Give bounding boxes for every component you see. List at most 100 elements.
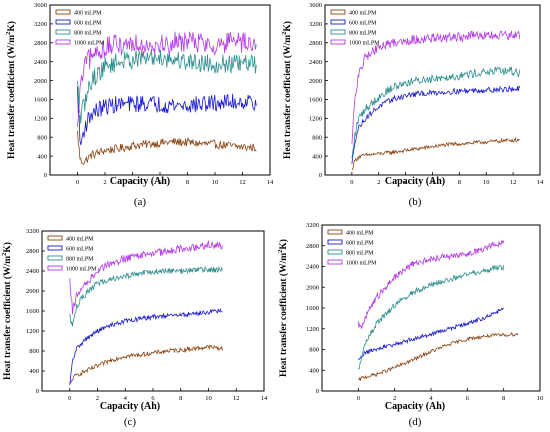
x-tick-label: 6	[466, 395, 470, 402]
y-tick-label: 400	[312, 153, 322, 160]
series-line-2	[357, 307, 504, 360]
legend-swatch	[327, 229, 343, 235]
series-line-3	[69, 265, 223, 327]
legend-label: 400 mLPM	[74, 11, 102, 17]
x-tick-label: 6	[158, 179, 162, 186]
legend-swatch	[330, 29, 346, 35]
legend-swatch	[47, 265, 63, 271]
y-tick-label: 2800	[26, 248, 39, 255]
series-line-2	[77, 86, 257, 146]
y-tick-label: 1200	[26, 328, 39, 335]
y-axis-label-superscript: 2	[281, 32, 288, 35]
series-line-1	[358, 331, 519, 381]
y-tick-label: 3200	[34, 21, 47, 28]
y-tick-label: 2800	[306, 243, 319, 250]
y-tick-label: 1600	[26, 308, 39, 315]
series-line-3	[77, 48, 257, 124]
x-tick-label: 12	[233, 395, 240, 402]
x-tick-label: 10	[537, 395, 544, 402]
panel-label: (c)	[124, 416, 137, 428]
y-axis-label-text: Heat transfer coefficient (W/m	[282, 35, 293, 159]
x-axis-label: Capacity (Ah)	[110, 176, 170, 187]
y-axis-label-unit: K)	[282, 21, 293, 32]
x-tick-label: 0	[357, 395, 360, 402]
y-tick-label: 800	[309, 347, 319, 354]
y-tick-label: 2800	[34, 40, 47, 47]
legend-label: 1000 mLPM	[74, 41, 105, 47]
y-axis-label-text: Heat transfer coefficient (W/m	[278, 253, 289, 377]
legend-label: 1000 mLPM	[66, 267, 97, 273]
legend-swatch	[327, 249, 343, 255]
series-line-2	[69, 307, 223, 385]
y-tick-label: 800	[37, 134, 47, 141]
y-tick-label: 1200	[34, 116, 47, 123]
legend-label: 1000 mLPM	[349, 41, 380, 47]
y-axis-label: Heat transfer coefficient (W/m2K)	[277, 239, 289, 377]
series-line-1	[77, 130, 257, 165]
panel-label: (a)	[134, 196, 147, 208]
x-tick-label: 0	[350, 179, 353, 186]
legend-label: 800 mLPM	[74, 31, 102, 37]
y-axis-label-unit: K)	[278, 239, 289, 250]
y-tick-label: 1200	[309, 116, 322, 123]
x-tick-label: 8	[186, 179, 189, 186]
series-line-2	[351, 84, 521, 165]
y-tick-label: 3200	[309, 21, 322, 28]
chart-panel-2: 0 2 4 6 8 10 12 14 0 400 800 1200 1600 2000 2400 2800 32…	[281, 2, 544, 187]
x-tick-label: 4	[131, 179, 135, 186]
y-tick-label: 1600	[34, 97, 47, 104]
x-tick-label: 12	[239, 179, 246, 186]
legend-swatch	[55, 39, 71, 45]
y-tick-label: 3200	[306, 222, 319, 229]
y-axis-label-superscript: 2	[1, 253, 8, 256]
series-group	[357, 239, 519, 381]
y-tick-label: 2800	[309, 40, 322, 47]
x-tick-label: 2	[377, 179, 380, 186]
y-axis-label-text: Heat transfer coefficient (W/m	[2, 256, 13, 380]
legend-swatch	[47, 245, 63, 251]
series-line-3	[357, 264, 505, 370]
legend-label: 800 mLPM	[346, 251, 374, 257]
legend-swatch	[330, 19, 346, 25]
y-tick-label: 1600	[309, 97, 322, 104]
legend-label: 800 mLPM	[66, 257, 94, 263]
legend-label: 600 mLPM	[349, 21, 377, 27]
y-tick-label: 2000	[34, 78, 47, 85]
y-axis-label-superscript: 2	[5, 32, 12, 35]
legend-label: 1000 mLPM	[346, 261, 377, 267]
y-tick-label: 2000	[306, 284, 319, 291]
series-line-3	[351, 66, 521, 159]
legend: 400 mLPM 600 mLPM 800 mLPM 1000 mLPM	[47, 235, 97, 273]
chart-panel-4: 0 2 4 6 8 10 0 400 800 1200 1600 2000 2400 2800 3200 Ca…	[277, 222, 543, 412]
y-tick-label: 2000	[26, 288, 39, 295]
y-axis-label-text: Heat transfer coefficient (W/m	[6, 35, 17, 159]
y-axis-label-unit: K)	[6, 21, 17, 32]
series-line-4	[351, 29, 521, 144]
legend-swatch	[330, 9, 346, 15]
x-axis-label: Capacity (Ah)	[385, 401, 445, 412]
y-tick-label: 2400	[309, 59, 322, 66]
y-tick-label: 2400	[34, 59, 47, 66]
y-axis-label-unit: K)	[2, 242, 13, 253]
chart-panel-3: 0 2 4 6 8 10 12 14 0 400 800 1200 1600 2000 2400 2800 32…	[1, 228, 268, 412]
y-tick-label: 3600	[309, 2, 322, 9]
x-tick-label: 6	[431, 179, 435, 186]
series-line-4	[357, 239, 505, 329]
y-tick-label: 400	[37, 153, 47, 160]
y-axis-label: Heat transfer coefficient (W/m2K)	[1, 242, 13, 380]
legend-label: 400 mLPM	[349, 11, 377, 17]
y-tick-label: 0	[44, 172, 47, 179]
x-tick-label: 0	[76, 179, 79, 186]
x-tick-label: 8	[502, 395, 505, 402]
legend-swatch	[47, 255, 63, 261]
plot-frame	[41, 230, 265, 392]
y-tick-label: 2400	[306, 264, 319, 271]
y-tick-label: 2400	[26, 268, 39, 275]
x-tick-label: 2	[96, 395, 99, 402]
y-tick-label: 800	[312, 134, 322, 141]
series-line-1	[69, 344, 223, 385]
y-axis-label: Heat transfer coefficient (W/m2K)	[281, 21, 293, 159]
y-tick-label: 3600	[34, 2, 47, 9]
legend-swatch	[55, 19, 71, 25]
